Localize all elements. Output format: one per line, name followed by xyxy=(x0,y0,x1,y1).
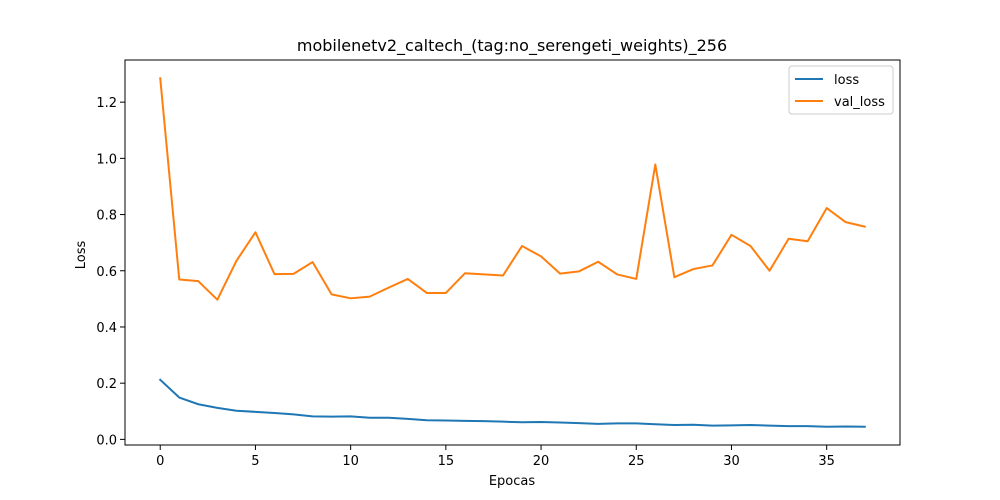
x-tick-label: 35 xyxy=(818,454,835,469)
legend: loss val_loss xyxy=(788,65,894,115)
plot-area xyxy=(124,59,901,446)
y-tick-label: 0.4 xyxy=(96,321,117,336)
series-line-loss xyxy=(158,378,866,428)
x-axis-ticks: 0 5 10 15 20 25 30 35 xyxy=(156,445,835,469)
x-tick-label: 25 xyxy=(628,454,645,469)
y-tick-label: 1.0 xyxy=(96,152,117,167)
y-axis-ticks: 0.0 0.2 0.4 0.6 0.8 1.0 1.2 xyxy=(96,96,125,448)
y-axis-label: Loss xyxy=(74,241,89,270)
x-tick-label: 20 xyxy=(533,454,550,469)
series-layer xyxy=(158,77,866,428)
legend-label: val_loss xyxy=(834,95,885,110)
chart-title: mobilenetv2_caltech_(tag:no_serengeti_we… xyxy=(297,36,727,56)
legend-label: loss xyxy=(834,73,859,88)
y-tick-label: 1.2 xyxy=(96,96,117,111)
series-line-val-loss xyxy=(159,77,866,301)
x-tick-label: 10 xyxy=(342,454,359,469)
x-tick-label: 5 xyxy=(251,454,259,469)
y-tick-label: 0.6 xyxy=(96,265,117,280)
y-tick-label: 0.8 xyxy=(96,209,117,224)
plot-frame xyxy=(124,59,901,446)
x-tick-label: 0 xyxy=(156,454,164,469)
x-axis-label: Epocas xyxy=(489,474,536,489)
y-tick-label: 0.0 xyxy=(96,433,117,448)
x-tick-label: 30 xyxy=(723,454,740,469)
x-tick-label: 15 xyxy=(438,454,455,469)
y-tick-label: 0.2 xyxy=(96,377,117,392)
